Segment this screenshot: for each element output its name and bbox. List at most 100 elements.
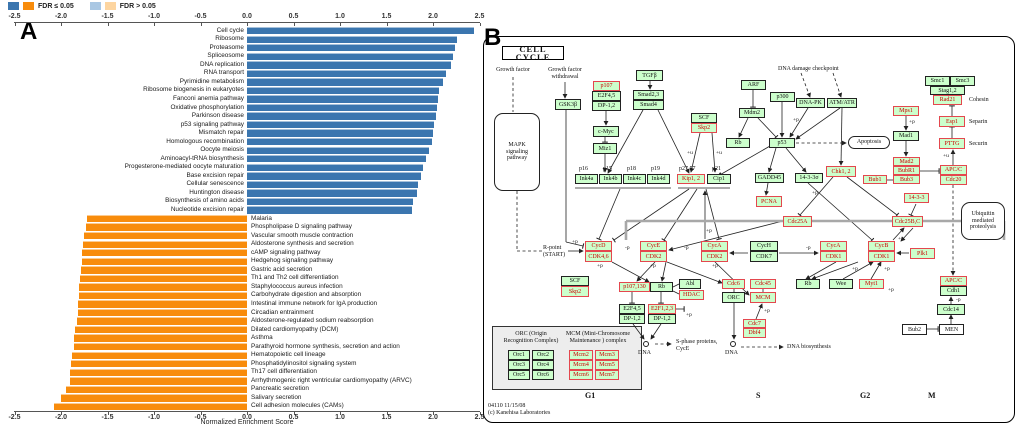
kegg-text: -p: [684, 245, 689, 251]
axis-tick: [200, 412, 202, 415]
kegg-text: p16: [579, 166, 588, 172]
enrichment-bar: [70, 377, 247, 385]
kegg-edge: [661, 188, 698, 243]
kegg-node: CDK1: [868, 251, 895, 262]
kegg-node: BubR1: [893, 166, 920, 175]
enrichment-bar: [72, 351, 247, 359]
enrichment-bar-row: Circadian entrainment: [0, 309, 482, 318]
kegg-edge: [797, 176, 834, 218]
kegg-node: Orc3: [508, 360, 530, 370]
axis-tick: [479, 23, 481, 26]
enrichment-bar-row: Dilated cardiomyopathy (DCM): [0, 326, 482, 335]
enrichment-bar-row: RNA transport: [0, 69, 482, 79]
pathway-name-label: Aldosterone synthesis and secretion: [251, 240, 354, 248]
pathway-name-label: Proteasome: [209, 43, 244, 51]
kegg-edge: [672, 290, 680, 295]
kegg-text: M: [928, 391, 936, 400]
kegg-node: GSK3β: [555, 99, 581, 110]
axis-tick: [386, 23, 388, 26]
kegg-node: Cdc25A: [783, 216, 812, 227]
kegg-node: Skp2: [691, 123, 717, 133]
axis-tick-label: 2.0: [428, 414, 438, 421]
enrichment-bar-row: Hematopoietic cell lineage: [0, 351, 482, 361]
kegg-node: Cdc6: [722, 279, 745, 289]
kegg-text: DNA: [638, 350, 651, 356]
fdr-legend: FDR ≤ 0.05 FDR > 0.05: [8, 2, 156, 10]
kegg-node: SCF: [561, 276, 589, 286]
kegg-node: CDK1: [820, 251, 847, 262]
kegg-edge: [870, 261, 882, 280]
axis-tick: [14, 412, 16, 415]
kegg-edge: [785, 147, 807, 173]
kegg-node: Mcm3: [595, 350, 619, 360]
pathway-name-label: Intestinal immune network for IgA produc…: [251, 299, 378, 307]
kegg-text: -p: [806, 245, 811, 251]
pathway-name-label: Pyrimidine metabolism: [179, 77, 244, 85]
pathway-name-label: Ribosome biogenesis in eukaryotes: [143, 86, 244, 94]
kegg-node: Mcm7: [595, 370, 619, 380]
kegg-edge: [711, 132, 718, 173]
enrichment-bar: [247, 27, 474, 35]
axis-tick: [107, 23, 109, 26]
legend-swatch-nonsig-orange: [104, 2, 116, 10]
enrichment-bar: [84, 231, 247, 240]
enrichment-bar: [247, 95, 438, 103]
kegg-text: 04110 11/15/08: [488, 403, 526, 409]
kegg-node: Orc5: [508, 370, 530, 380]
enrichment-bar: [247, 189, 418, 197]
kegg-node: SCF: [691, 113, 717, 123]
kegg-node: Abl: [679, 279, 701, 289]
kegg-text: +p: [706, 228, 712, 234]
kegg-node: CycE: [640, 241, 667, 251]
kegg-edge: [660, 261, 667, 282]
enrichment-bar: [247, 180, 419, 189]
kegg-node: Rb: [650, 282, 673, 292]
enrichment-bar-row: Parkinson disease: [0, 112, 482, 121]
kegg-edge: [705, 188, 722, 241]
enrichment-bar-row: Ribosome biogenesis in eukaryotes: [0, 87, 482, 96]
axis-tick: [340, 412, 341, 415]
pathway-name-label: Carbohydrate digestion and absorption: [251, 291, 362, 299]
axis-tick: [247, 23, 248, 26]
pathway-map-border: [483, 36, 1015, 423]
legend-swatch-sig-blue: [8, 2, 19, 10]
enrichment-bar-row: Staphylococcus aureus infection: [0, 283, 482, 292]
kegg-text: DNA damage checkpoint: [778, 66, 839, 72]
kegg-text: Securin: [969, 141, 988, 147]
pathway-name-label: Aminoacyl-tRNA biosynthesis: [160, 154, 244, 162]
pathway-name-label: Pancreatic secretion: [251, 385, 309, 393]
axis-tick-label: -2.0: [54, 414, 68, 421]
axis-tick-label: -2.5: [8, 414, 21, 421]
enrichment-bar: [247, 120, 434, 129]
kegg-text: +p: [764, 308, 770, 314]
kegg-edge: [908, 203, 917, 217]
axis-tick: [293, 412, 295, 415]
pathway-name-label: Dilated cardiomyopathy (DCM): [251, 325, 339, 333]
kegg-node: p107,130: [619, 282, 650, 292]
kegg-node: Rad21: [933, 95, 962, 105]
kegg-node: [643, 341, 649, 347]
kegg-edge: [632, 323, 645, 340]
kegg-edge: [767, 147, 777, 173]
enrichment-bar-row: Carbohydrate digestion and absorption: [0, 292, 482, 301]
kegg-text: +p: [852, 266, 858, 272]
kegg-node: Kip1, 2: [677, 174, 705, 184]
kegg-text: p27,57: [679, 166, 696, 172]
kegg-node: Cdc7: [743, 319, 766, 328]
pathway-name-label: RNA transport: [203, 69, 244, 77]
kegg-edge: [832, 72, 843, 98]
axis-tick-label: -1.5: [101, 414, 114, 421]
enrichment-bar-row: Phospholipase D signaling pathway: [0, 223, 482, 232]
kegg-edge: [811, 261, 859, 280]
kegg-node: Cdc25B,C: [892, 216, 923, 227]
enrichment-bar-row: Th1 and Th2 cell differentiation: [0, 274, 482, 284]
kegg-node: ATM/ATR: [827, 98, 857, 108]
legend-swatch-nonsig-blue: [89, 2, 101, 10]
kegg-node: MEN: [939, 324, 964, 335]
kegg-node: DP-1,2: [648, 314, 676, 324]
enrichment-bar: [83, 240, 247, 248]
axis-tick-label: 2.0: [428, 13, 438, 20]
kegg-node: APC/C: [940, 276, 967, 286]
kegg-edge: [666, 261, 723, 284]
kegg-node: E2F1,2,3: [648, 304, 676, 314]
